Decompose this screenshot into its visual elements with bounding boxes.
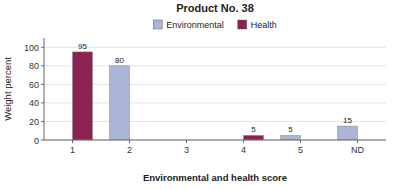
legend-label: Health (251, 20, 277, 30)
x-axis-label: Environmental and health score (143, 172, 287, 183)
y-tick-label: 0 (34, 136, 39, 146)
x-tick (357, 140, 358, 143)
grid-line (44, 121, 386, 122)
chart: Product No. 38 0 20 40 60 80 100 80 5 15 95 5 1 2 3 4 5 N… (0, 0, 394, 189)
x-tick-label: 2 (127, 145, 132, 155)
grid-line (44, 47, 386, 48)
grid-line (44, 84, 386, 85)
y-tick-label: 20 (29, 117, 39, 127)
y-tick-label: 60 (29, 80, 39, 90)
legend-swatch (153, 20, 162, 29)
y-tick-label: 80 (29, 61, 39, 71)
data-labels: 80 5 15 95 5 (78, 42, 352, 134)
bars (73, 52, 358, 140)
data-label: 5 (251, 125, 256, 134)
bar (110, 66, 130, 140)
x-tick-label: 1 (70, 145, 75, 155)
legend: Environmental Health (153, 20, 277, 30)
data-label: 5 (288, 125, 293, 134)
y-axis-label: Weight percent (2, 57, 13, 121)
grid-line (44, 102, 386, 103)
x-tick-label: ND (351, 145, 364, 155)
bar (73, 52, 93, 140)
legend-swatch (238, 20, 247, 29)
x-axis-line (44, 140, 386, 141)
y-axis-line (44, 38, 45, 140)
x-tick (300, 140, 301, 143)
data-label: 80 (115, 56, 124, 65)
x-tick (129, 140, 130, 143)
y-tick-label: 40 (29, 98, 39, 108)
grid-line (44, 140, 386, 141)
grid (44, 47, 386, 140)
title: Product No. 38 (176, 2, 254, 14)
x-tick (243, 140, 244, 143)
grid-line (44, 65, 386, 66)
data-label: 95 (78, 42, 87, 51)
legend-label: Environmental (166, 20, 224, 30)
bar (338, 126, 358, 140)
chart-container: Product No. 38 0 20 40 60 80 100 80 5 15 95 5 1 2 3 4 5 N… (0, 0, 394, 189)
x-tick-label: 4 (241, 145, 246, 155)
x-tick-label: 5 (298, 145, 303, 155)
x-tick (72, 140, 73, 143)
y-tick-label: 100 (24, 43, 39, 53)
data-label: 15 (343, 116, 352, 125)
x-tick-label: 3 (184, 145, 189, 155)
x-tick (186, 140, 187, 143)
bar (244, 135, 264, 140)
bar (281, 135, 301, 140)
